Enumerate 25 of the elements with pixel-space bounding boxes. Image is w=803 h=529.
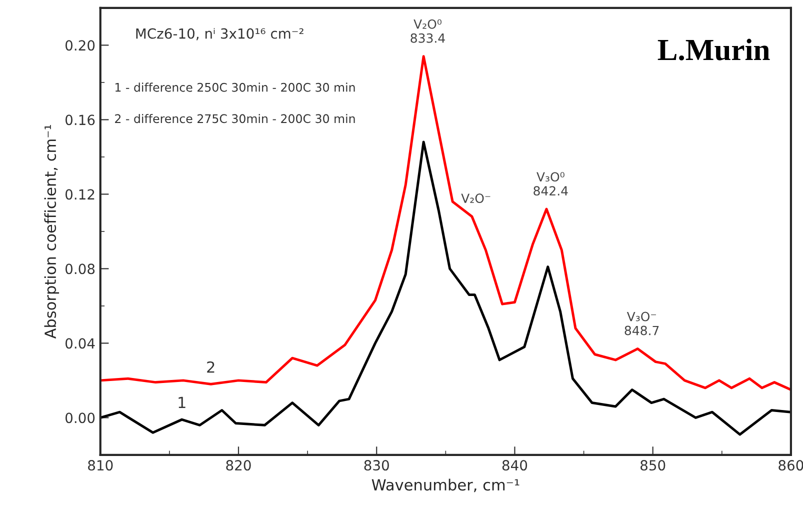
y-tick-label: 0.04: [66, 338, 95, 349]
x-tick-label: 810: [88, 460, 113, 471]
annotation: V₃O⁻ 848.7: [624, 312, 659, 336]
annotation: MCz6-10, nⁱ 3x10¹⁶ cm⁻²: [136, 28, 304, 40]
x-axis-title: Wavenumber, cm⁻¹: [372, 478, 520, 492]
y-tick-label: 0.12: [66, 189, 94, 200]
annotation: L.Murin: [658, 38, 770, 60]
annotation: V₂O⁻: [461, 194, 490, 204]
line-series: [100, 140, 791, 436]
y-tick-label: 0.20: [66, 40, 95, 51]
y-tick-label: 0.08: [66, 264, 95, 274]
annotation: 1 - difference 250C 30min - 200C 30 min: [115, 82, 355, 92]
x-tick-label: 820: [226, 460, 251, 471]
annotation: 2 - difference 275C 30min - 200C 30 min: [115, 114, 355, 124]
annotation: V₂O⁰ 833.4: [410, 19, 445, 43]
y-tick-label: 0.16: [66, 114, 95, 126]
y-tick-label: 0.00: [66, 412, 95, 424]
x-tick-label: 860: [778, 460, 803, 471]
series-label: 1: [178, 396, 186, 408]
y-axis-title: Absorption coefficient, cm⁻¹: [44, 124, 60, 339]
annotation: V₃O⁰ 842.4: [534, 172, 568, 196]
x-tick-label: 830: [364, 460, 389, 471]
series-label: 2: [207, 361, 214, 373]
x-tick-label: 840: [502, 460, 528, 471]
x-tick-label: 850: [640, 460, 666, 471]
